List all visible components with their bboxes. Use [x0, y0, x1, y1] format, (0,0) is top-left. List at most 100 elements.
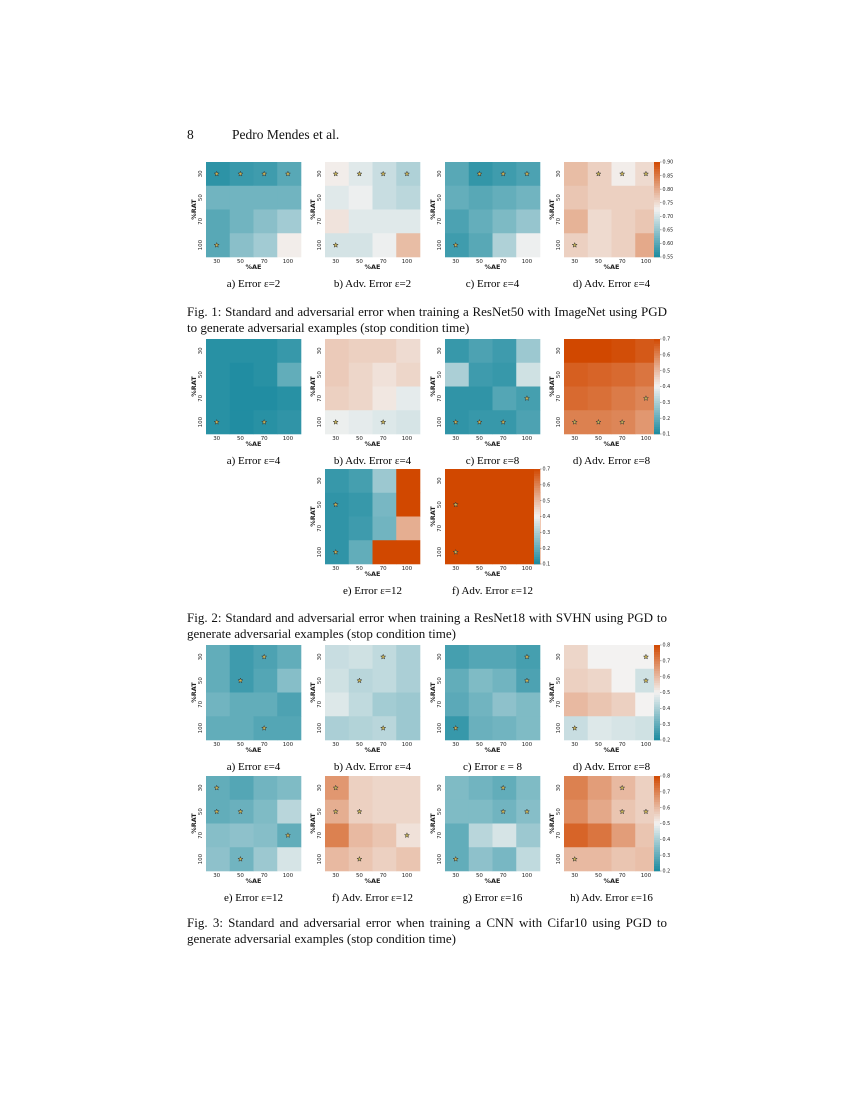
heatmap-cell: [277, 645, 302, 670]
colorbar-segment: [654, 355, 660, 359]
x-tick-label: 100: [522, 873, 533, 879]
heatmap-cell: [564, 209, 589, 234]
colorbar-segment: [654, 339, 660, 342]
heatmap-cell: [325, 185, 350, 210]
y-tick-label: 30: [198, 653, 204, 660]
heatmap-cell: [396, 469, 421, 494]
y-axis-label: %RAT: [429, 682, 437, 703]
colorbar-segment: [654, 235, 660, 239]
colorbar-segment: [534, 542, 540, 546]
y-axis-label: %RAT: [190, 376, 198, 397]
y-tick-label: 100: [198, 722, 204, 733]
colorbar-segment: [654, 171, 660, 175]
colorbar-segment: [654, 671, 660, 674]
panel-label: c) Error ε=4: [466, 278, 520, 290]
colorbar-segment: [654, 721, 660, 724]
colorbar-segment: [654, 396, 660, 399]
panel-label: b) Adv. Error ε=4: [334, 455, 412, 467]
optimum-star-marker: [642, 170, 650, 177]
colorbar-segment: [654, 709, 660, 712]
colorbar-segment: [654, 790, 660, 793]
x-axis-label: %AE: [365, 877, 381, 885]
heatmap-cell: [492, 386, 517, 411]
heatmap-cell: [348, 823, 373, 848]
heatmap-3-h: 30 30 50 50 70 70 100 100 %AE %RAT h) Adv. Error ε…: [548, 776, 660, 904]
colorbar-tick-label: 0.1: [543, 562, 551, 568]
colorbar-segment: [654, 680, 660, 684]
x-tick-label: 70: [619, 259, 626, 265]
colorbar-segment: [534, 526, 540, 529]
x-axis-label: %AE: [246, 263, 262, 271]
heatmap-cell: [372, 516, 397, 541]
heatmap-cell: [611, 668, 636, 693]
panel-label: d) Adv. Error ε=8: [573, 455, 651, 467]
y-tick-label: 30: [198, 784, 204, 791]
x-tick-label: 70: [380, 742, 387, 748]
colorbar-segment: [534, 485, 540, 489]
colorbar-segment: [654, 185, 660, 189]
x-tick-label: 50: [356, 742, 363, 748]
optimum-star-marker: [571, 241, 578, 248]
heatmap-cell: [396, 799, 421, 824]
optimum-star-marker: [476, 418, 483, 425]
colorbar-segment: [534, 514, 540, 517]
y-tick-label: 30: [437, 170, 443, 177]
heatmap-cell: [492, 469, 517, 494]
heatmap-cell: [587, 823, 612, 848]
x-tick-label: 30: [452, 436, 459, 442]
y-tick-label: 50: [317, 677, 323, 684]
heatmap-cell: [229, 339, 254, 364]
colorbar-segment: [654, 162, 660, 165]
colorbar-segment: [654, 795, 660, 798]
optimum-star-marker: [332, 808, 339, 815]
heatmap-cell: [253, 233, 278, 258]
optimum-star-marker: [332, 418, 339, 425]
colorbar-segment: [654, 393, 660, 397]
y-tick-label: 50: [198, 371, 204, 378]
colorbar-segment: [654, 844, 660, 848]
heatmap-cell: [253, 799, 278, 824]
colorbar-segment: [654, 697, 660, 700]
running-head-authors: Pedro Mendes et al.: [232, 127, 340, 142]
colorbar-segment: [654, 202, 660, 206]
heatmap-cell: [564, 776, 589, 801]
colorbar: 0.2 0.3 0.4 0.5 0.6 0.7 0.8: [654, 774, 670, 875]
heatmap-cell: [445, 645, 470, 670]
x-tick-label: 30: [332, 259, 339, 265]
colorbar-segment: [534, 502, 540, 505]
colorbar-segment: [654, 230, 660, 234]
heatmap-cell: [611, 692, 636, 717]
optimum-star-marker: [213, 808, 220, 815]
optimum-star-marker: [476, 170, 483, 177]
heatmap-cell: [229, 233, 254, 258]
heatmap-cell: [325, 692, 350, 717]
heatmap-cell: [229, 776, 254, 801]
y-tick-label: 50: [437, 501, 443, 508]
optimum-star-marker: [571, 855, 578, 862]
x-axis-label: %AE: [485, 263, 501, 271]
optimum-star-marker: [523, 808, 531, 815]
optimum-star-marker: [642, 395, 650, 402]
optimum-star-marker: [332, 241, 339, 248]
optimum-star-marker: [332, 548, 339, 555]
heatmap-cell: [492, 233, 517, 258]
colorbar-segment: [654, 426, 660, 430]
heatmap-cell: [468, 668, 493, 693]
y-axis-label: %RAT: [190, 199, 198, 220]
colorbar-segment: [654, 207, 660, 210]
optimum-star-marker: [213, 241, 220, 248]
heatmap-cell: [587, 209, 612, 234]
colorbar-segment: [654, 704, 660, 708]
colorbar-segment: [654, 200, 660, 203]
x-tick-label: 50: [237, 742, 244, 748]
heatmap-cell: [348, 185, 373, 210]
heatmap-2-b: 30 30 50 50 70 70 100 100 %AE %RAT b) Adv. Error ε…: [309, 339, 421, 467]
colorbar-tick-label: 0.1: [663, 432, 671, 438]
y-axis-label: %RAT: [190, 682, 198, 703]
colorbar-segment: [534, 476, 540, 479]
colorbar-segment: [654, 811, 660, 815]
heatmap-cell: [468, 516, 493, 541]
page-number: 8: [187, 127, 194, 142]
colorbar-segment: [654, 372, 660, 375]
heatmap-cell: [516, 823, 541, 848]
